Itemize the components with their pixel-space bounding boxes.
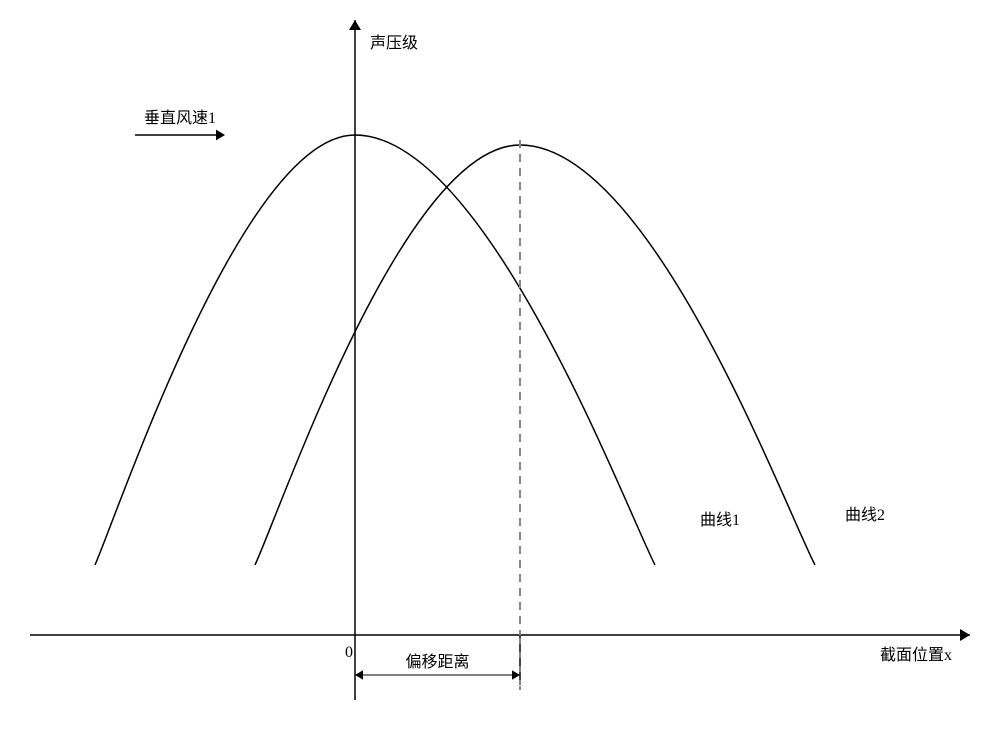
- x-axis-label: 截面位置x: [880, 646, 952, 664]
- curve-2: [255, 145, 815, 565]
- y-axis-label: 声压级: [370, 34, 418, 52]
- chart-container: 声压级截面位置x 0 垂直风速1 曲线1 曲线2 偏移距离: [0, 0, 1000, 732]
- wind-arrow-label: 垂直风速1: [144, 109, 216, 127]
- curve-2-label: 曲线2: [845, 506, 885, 524]
- curve-1: [95, 135, 655, 565]
- origin-label: 0: [345, 644, 353, 661]
- curve-1-label: 曲线1: [700, 511, 740, 529]
- offset-dimension-label: 偏移距离: [405, 653, 469, 671]
- chart-svg: 声压级截面位置x 0 垂直风速1 曲线1 曲线2 偏移距离: [0, 0, 1000, 732]
